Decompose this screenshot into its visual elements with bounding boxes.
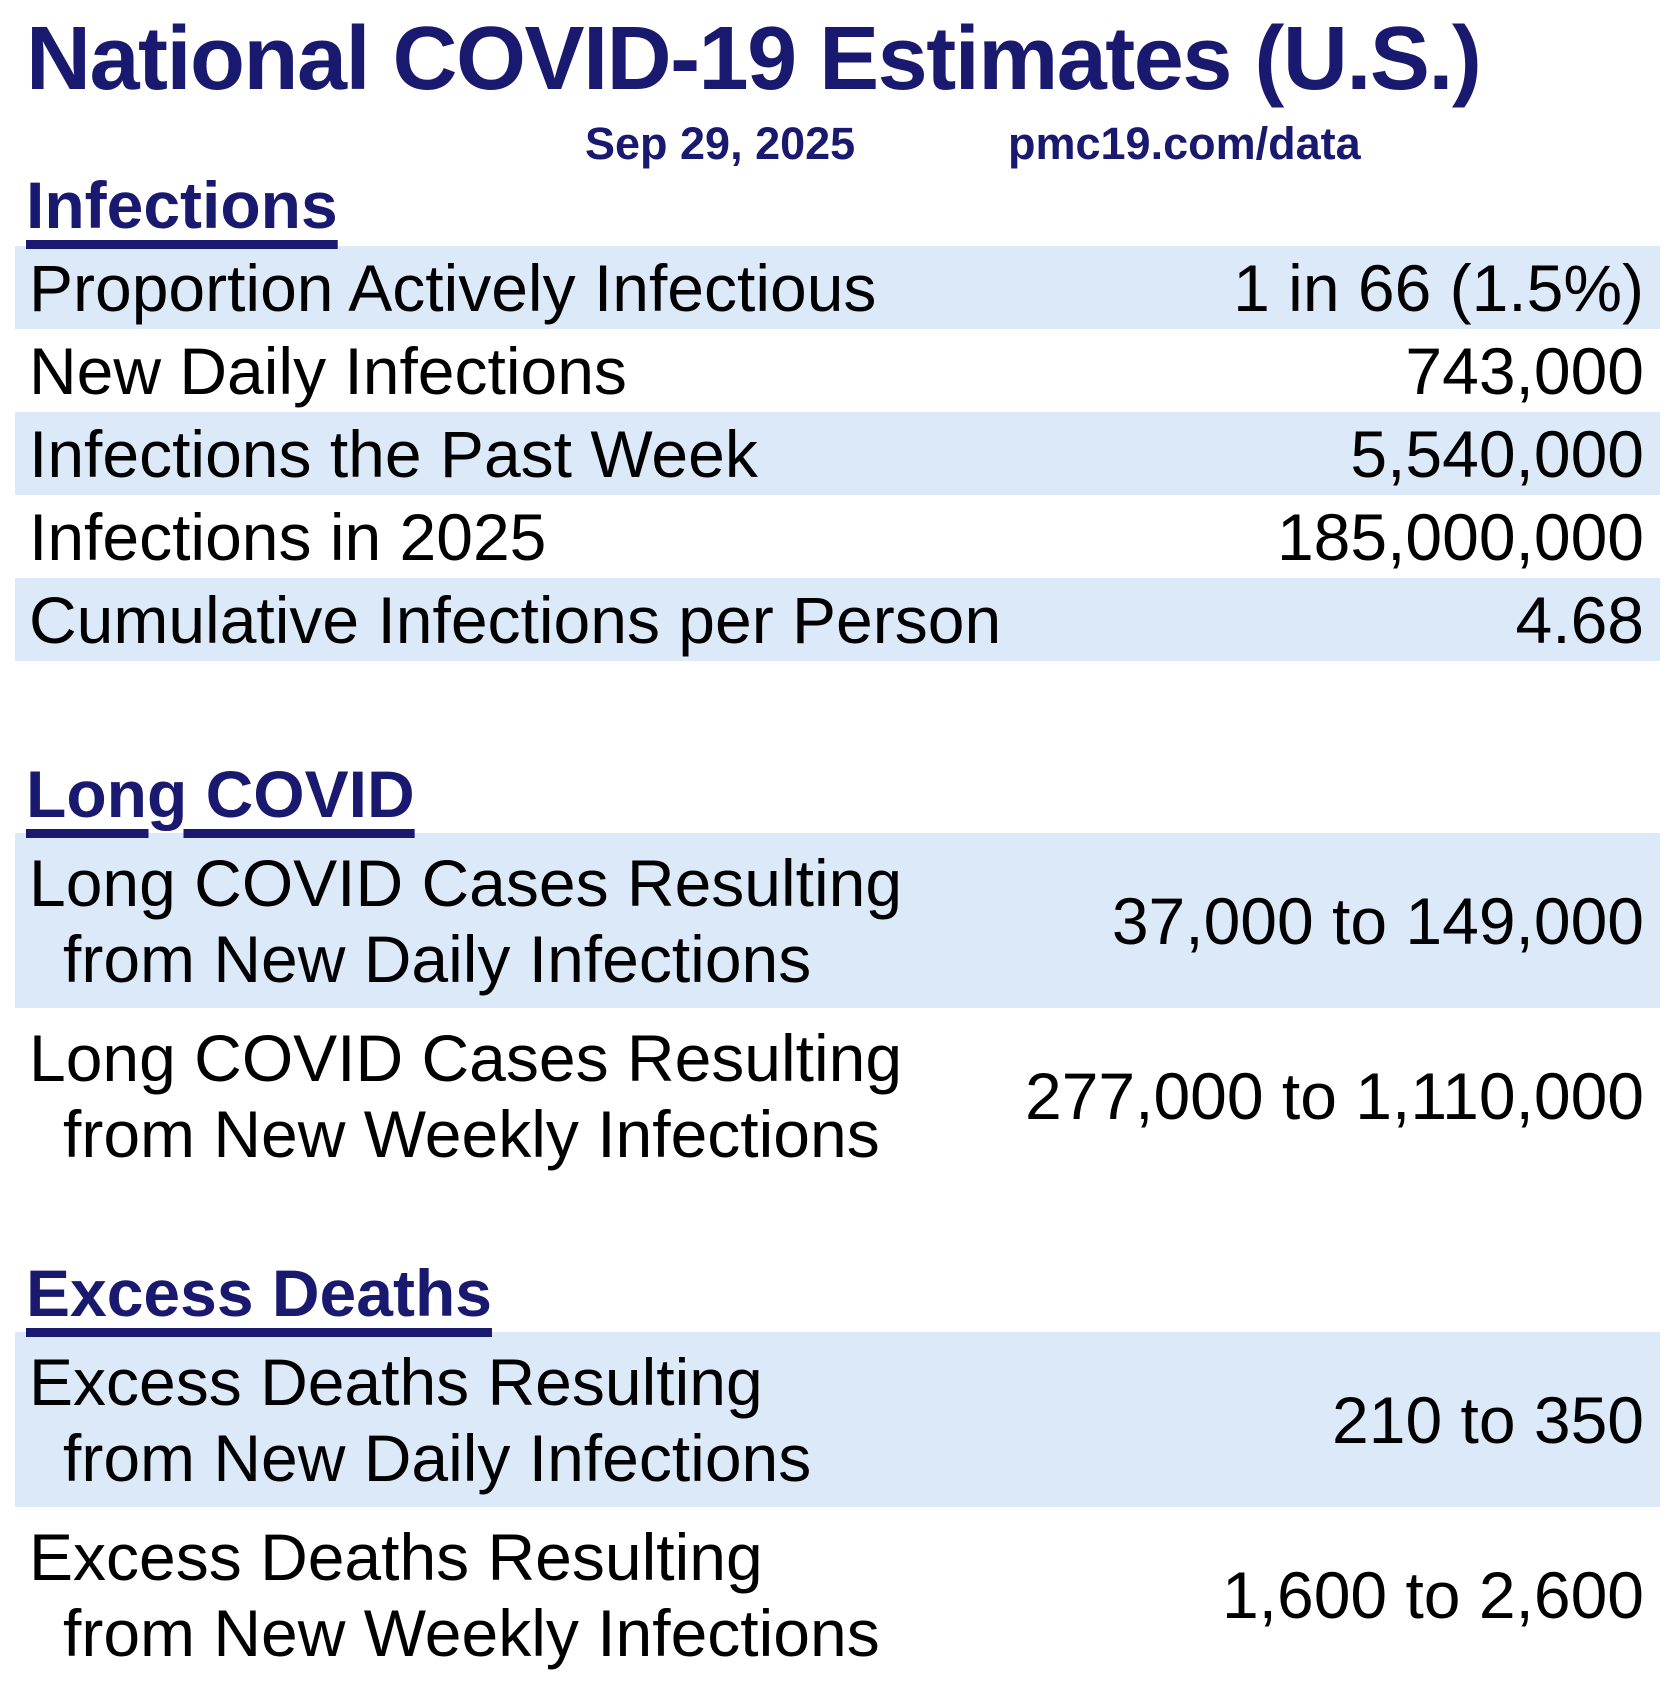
page-title: National COVID-19 Estimates (U.S.) [26,9,1482,109]
row-value: 210 to 350 [1332,1382,1644,1457]
table-row: Infections the Past Week 5,540,000 [15,412,1660,495]
row-label-line: from New Weekly Infections [63,1096,880,1171]
row-value: 1,600 to 2,600 [1221,1557,1644,1632]
section-excess-deaths: Excess Deaths Excess Deaths Resulting fr… [0,1260,1671,1682]
report-date: Sep 29, 2025 [585,118,856,169]
page: { "page": { "title": "National COVID-19 … [0,14,1671,1686]
row-value: 1 in 66 (1.5%) [1233,250,1644,325]
row-label-line: Excess Deaths Resulting [29,1344,763,1419]
row-label: Infections in 2025 [29,499,547,574]
row-label-line: from New Weekly Infections [63,1595,880,1670]
row-label-line: Excess Deaths Resulting [29,1519,763,1594]
row-value: 4.68 [1515,582,1644,657]
row-label-line: Long COVID Cases Resulting [29,1020,903,1095]
row-label: Long COVID Cases Resulting from New Week… [29,1020,902,1172]
table-row: Excess Deaths Resulting from New Daily I… [15,1332,1660,1507]
source-url: pmc19.com/data [1008,118,1361,169]
row-value: 37,000 to 149,000 [1111,883,1644,958]
section-heading-text: Long COVID [26,757,415,831]
table-row: Infections in 2025 185,000,000 [15,495,1660,578]
table-row: New Daily Infections 743,000 [15,329,1660,412]
dateline: Sep 29, 2025 pmc19.com/data [0,118,1671,170]
section-heading-long-covid: Long COVID [26,761,1671,827]
table-row: Long COVID Cases Resulting from New Week… [15,1008,1660,1183]
row-label: Long COVID Cases Resulting from New Dail… [29,845,902,997]
row-label-line: Long COVID Cases Resulting [29,845,903,920]
table-row: Long COVID Cases Resulting from New Dail… [15,833,1660,1008]
section-heading-text: Excess Deaths [26,1256,492,1330]
row-value: 5,540,000 [1350,416,1644,491]
row-label: Excess Deaths Resulting from New Weekly … [29,1519,880,1671]
row-value: 743,000 [1405,333,1644,408]
section-infections: Infections Proportion Actively Infectiou… [0,172,1671,661]
row-label: New Daily Infections [29,333,627,408]
table-row: Proportion Actively Infectious 1 in 66 (… [15,246,1660,329]
row-value: 185,000,000 [1276,499,1644,574]
section-long-covid: Long COVID Long COVID Cases Resulting fr… [0,761,1671,1183]
section-heading-text: Infections [26,168,338,242]
long-covid-rows: Long COVID Cases Resulting from New Dail… [0,833,1671,1183]
row-value: 277,000 to 1,110,000 [1024,1058,1644,1133]
row-label-line: from New Daily Infections [63,1420,812,1495]
section-heading-excess-deaths: Excess Deaths [26,1260,1671,1326]
table-row: Excess Deaths Resulting from New Weekly … [15,1507,1660,1682]
excess-deaths-rows: Excess Deaths Resulting from New Daily I… [0,1332,1671,1682]
section-heading-infections: Infections [26,172,1671,238]
infections-rows: Proportion Actively Infectious 1 in 66 (… [0,246,1671,661]
row-label: Proportion Actively Infectious [29,250,877,325]
row-label: Infections the Past Week [29,416,758,491]
row-label: Excess Deaths Resulting from New Daily I… [29,1344,811,1496]
table-row: Cumulative Infections per Person 4.68 [15,578,1660,661]
row-label-line: from New Daily Infections [63,921,812,996]
row-label: Cumulative Infections per Person [29,582,1002,657]
